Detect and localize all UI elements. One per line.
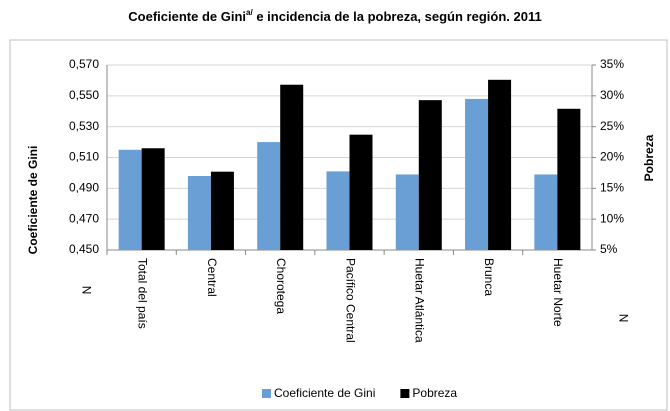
bar	[257, 142, 281, 250]
y2-tick-label: 35%	[600, 57, 624, 71]
bar	[349, 134, 373, 250]
y2-tick-label: 15%	[600, 181, 624, 195]
x-tick-label: Total del país	[135, 258, 149, 329]
y-axis-title: Coeficiente de Gini	[26, 146, 40, 255]
y-tick-label: 0,450	[69, 242, 99, 256]
y2-axis-title: Pobreza	[642, 134, 656, 181]
x-tick-label: Huetar Atlántica	[413, 258, 427, 343]
legend-swatch	[262, 389, 271, 398]
x-tick-label: Central	[205, 258, 219, 297]
y-tick-label: 0,490	[69, 181, 99, 195]
bar	[210, 171, 234, 250]
y2-tick-label: 20%	[600, 150, 624, 164]
bar	[465, 98, 489, 251]
bar	[326, 171, 350, 250]
y2-tick-label: 30%	[600, 88, 624, 102]
y2-tick-label: 10%	[600, 211, 624, 225]
bar	[280, 84, 304, 250]
y-tick-label: 0,550	[69, 88, 99, 102]
legend-label: Coeficiente de Gini	[274, 386, 375, 400]
y-tick-label: 0,510	[69, 150, 99, 164]
title-main: Coeficiente de Gini	[128, 9, 246, 24]
bar	[395, 174, 419, 250]
bar	[187, 176, 211, 250]
y-tick-label: 0,470	[69, 211, 99, 225]
legend-label: Pobreza	[412, 386, 457, 400]
chart-title: Coeficiente de Ginia/ e incidencia de la…	[128, 8, 541, 24]
x-tick-label: Chorotega	[274, 258, 288, 314]
y2-tick-label: 25%	[600, 119, 624, 133]
bar	[557, 108, 581, 251]
title-superscript: a/	[246, 8, 253, 17]
chart-frame	[9, 39, 668, 411]
title-rest: e incidencia de la pobreza, según región…	[253, 9, 542, 24]
x-tick-label: Huetar Norte	[551, 258, 565, 327]
x-tick-label: Brunca	[482, 258, 496, 296]
legend-swatch	[400, 389, 410, 398]
right-note: N	[617, 314, 631, 323]
left-note: N	[80, 286, 94, 295]
x-tick-label: Pacífico Central	[343, 258, 357, 343]
y-tick-label: 0,530	[69, 119, 99, 133]
y2-tick-label: 5%	[600, 242, 618, 256]
bar	[534, 174, 558, 250]
bar	[488, 79, 512, 250]
bar	[118, 149, 142, 250]
bar	[141, 148, 165, 250]
bar	[418, 100, 442, 251]
y-tick-label: 0,570	[69, 57, 99, 71]
